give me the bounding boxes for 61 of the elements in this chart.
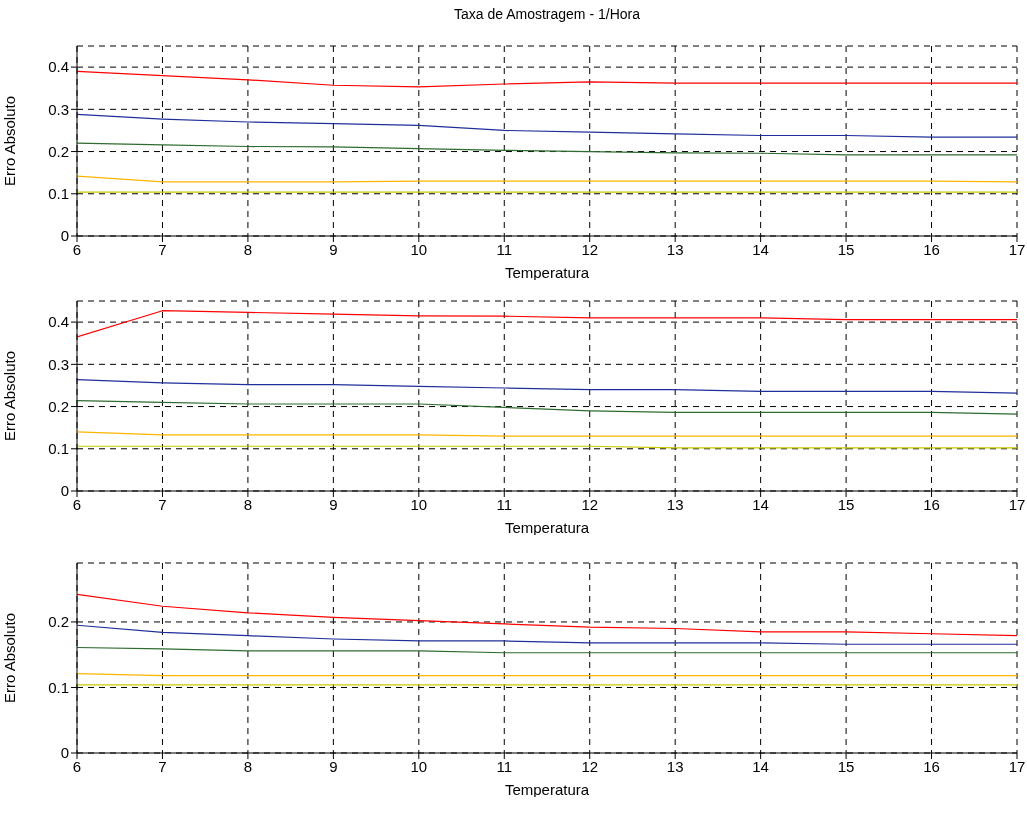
x-tick-label: 7 (158, 240, 167, 258)
x-tick-label: 12 (581, 240, 599, 258)
y-tick-label: 0.2 (48, 397, 69, 415)
x-tick-label: 13 (666, 240, 684, 258)
x-tick-label: 6 (72, 757, 82, 775)
x-tick-label: 9 (329, 757, 338, 775)
x-tick-label: 16 (923, 495, 940, 513)
line-series (77, 593, 1017, 637)
x-tick-label: 12 (581, 757, 599, 775)
x-tick-label: 14 (752, 757, 769, 775)
y-tick-label: 0.4 (48, 58, 69, 76)
x-tick-label: 10 (410, 240, 428, 258)
x-tick-label: 12 (581, 495, 599, 513)
y-tick-label: 0 (60, 227, 69, 245)
x-tick-label: 16 (923, 240, 940, 258)
x-tick-label: 11 (496, 495, 513, 513)
line-series (77, 400, 1017, 415)
x-tick-label: 6 (72, 240, 82, 258)
y-axis-title: Erro Absoluto (1, 350, 19, 442)
x-tick-label: 14 (752, 495, 769, 513)
y-tick-label: 0.1 (48, 185, 69, 203)
x-tick-label: 7 (158, 495, 167, 513)
x-tick-label: 6 (72, 495, 82, 513)
y-tick-label: 0.1 (48, 678, 69, 696)
line-series (77, 378, 1017, 394)
line-series (77, 142, 1017, 156)
x-tick-label: 15 (837, 757, 855, 775)
x-tick-label: 10 (410, 495, 428, 513)
y-tick-label: 0.2 (48, 142, 69, 160)
chart-title: Taxa de Amostragem - 1/Hora (453, 6, 641, 22)
x-tick-label: 15 (837, 240, 855, 258)
y-tick-label: 0.4 (48, 313, 69, 331)
x-tick-label: 9 (329, 495, 338, 513)
line-series (77, 624, 1017, 645)
x-tick-label: 17 (1008, 495, 1026, 513)
x-tick-label: 14 (752, 240, 769, 258)
y-tick-label: 0 (60, 482, 69, 500)
x-tick-label: 9 (329, 240, 338, 258)
x-tick-label: 17 (1008, 240, 1026, 258)
line-series (77, 70, 1017, 88)
y-tick-label: 0.3 (48, 100, 69, 118)
y-axis-title: Erro Absoluto (1, 95, 19, 187)
x-tick-label: 17 (1008, 757, 1026, 775)
y-tick-label: 0.3 (48, 355, 69, 373)
x-tick-label: 11 (496, 240, 513, 258)
x-tick-label: 10 (410, 757, 428, 775)
y-tick-label: 0.1 (48, 440, 69, 458)
x-tick-label: 13 (666, 757, 684, 775)
x-tick-label: 8 (243, 240, 253, 258)
line-series (77, 113, 1017, 138)
x-tick-label: 7 (158, 757, 167, 775)
x-tick-label: 16 (923, 757, 940, 775)
y-axis-title: Erro Absoluto (1, 612, 19, 704)
x-tick-label: 8 (243, 757, 253, 775)
x-tick-label: 15 (837, 495, 855, 513)
y-tick-label: 0 (60, 744, 69, 762)
x-tick-label: 11 (496, 757, 513, 775)
y-tick-label: 0.2 (48, 613, 69, 631)
line-series (77, 310, 1017, 338)
x-tick-label: 8 (243, 495, 253, 513)
x-tick-label: 13 (666, 495, 684, 513)
